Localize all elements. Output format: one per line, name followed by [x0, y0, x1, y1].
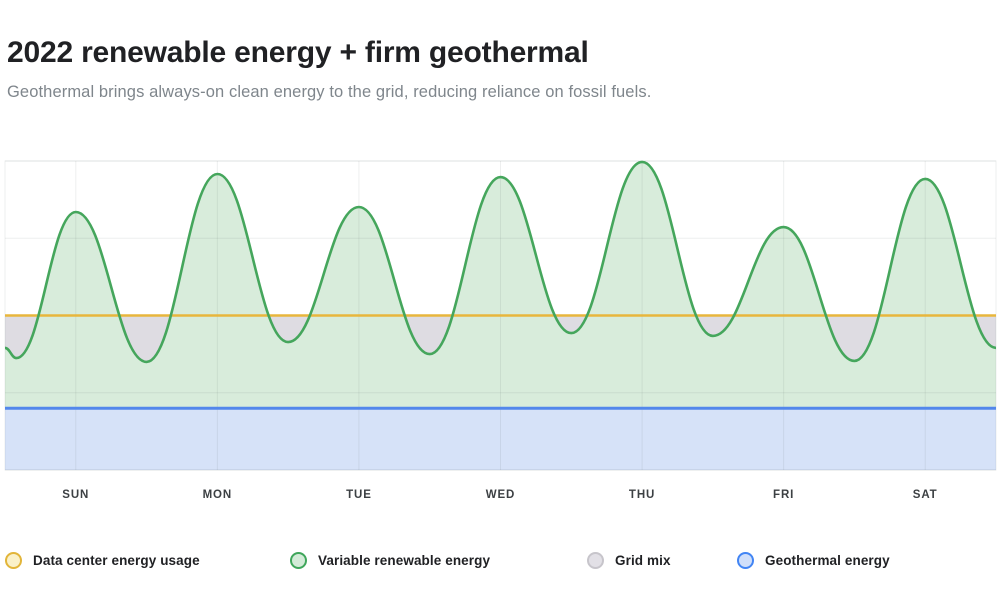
- legend-label: Data center energy usage: [33, 553, 200, 568]
- legend-swatch-icon: [290, 552, 307, 569]
- legend-label: Geothermal energy: [765, 553, 890, 568]
- variable-renewable-line: [4, 160, 997, 364]
- x-axis-label-thu: THU: [628, 489, 656, 501]
- x-axis-label-mon: MON: [202, 489, 233, 501]
- x-axis-label-sun: SUN: [62, 489, 90, 501]
- x-axis-label-fri: FRI: [773, 489, 795, 501]
- geothermal-area: [5, 408, 996, 470]
- x-axis-label-sat: SAT: [912, 489, 938, 501]
- legend-label: Variable renewable energy: [318, 553, 491, 568]
- energy-area-chart: [0, 150, 1000, 485]
- x-axis-label-tue: TUE: [346, 489, 372, 501]
- chart-legend: Data center energy usage Variable renewab…: [0, 552, 1000, 576]
- chart-svg: [4, 160, 997, 471]
- legend-swatch-icon: [587, 552, 604, 569]
- x-axis-label-wed: WED: [485, 489, 516, 501]
- legend-swatch-icon: [5, 552, 22, 569]
- legend-item-geothermal-energy: Geothermal energy: [737, 552, 890, 569]
- legend-item-variable-renewable-energy: Variable renewable energy: [290, 552, 490, 569]
- legend-item-grid-mix: Grid mix: [587, 552, 671, 569]
- legend-label: Grid mix: [615, 553, 671, 568]
- page-subtitle: Geothermal brings always-on clean energy…: [7, 83, 652, 101]
- page-title: 2022 renewable energy + firm geothermal: [7, 36, 589, 69]
- legend-item-data-center-energy-usage: Data center energy usage: [5, 552, 200, 569]
- x-axis: SUN MON TUE WED THU FRI SAT: [0, 489, 1000, 507]
- legend-swatch-icon: [737, 552, 754, 569]
